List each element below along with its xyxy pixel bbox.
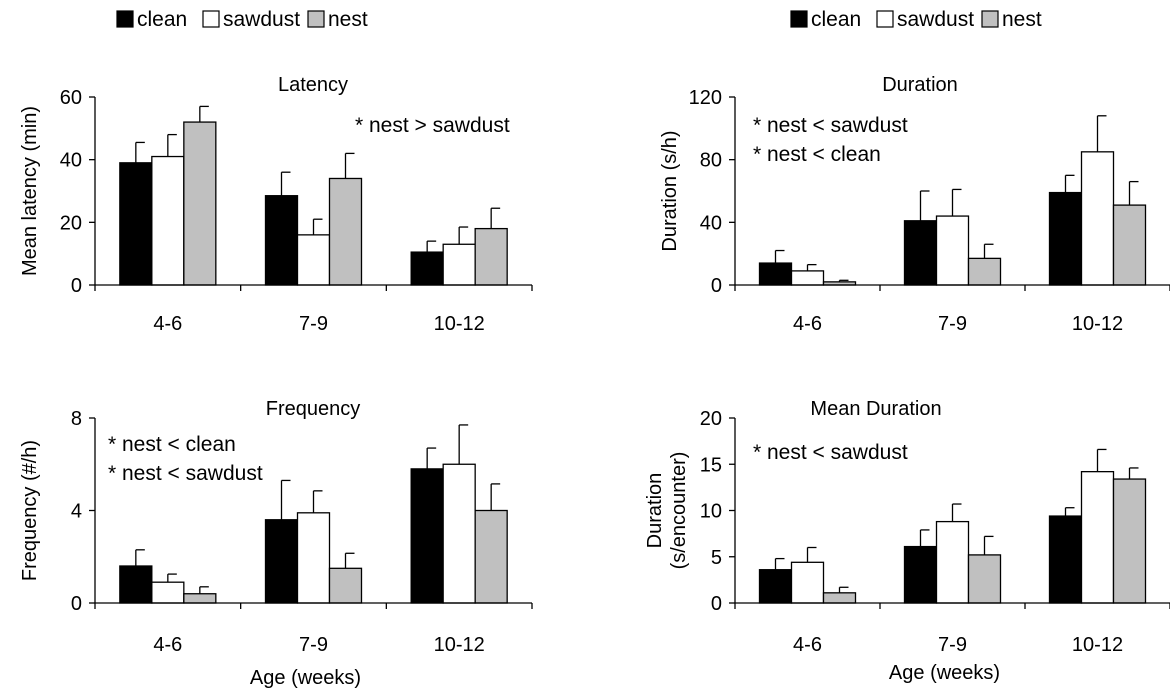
- legend-label-nest: nest: [328, 8, 368, 31]
- x-tick-label: 4-6: [793, 634, 822, 656]
- bar-sawdust-10-12: [442, 463, 476, 604]
- y-axis-label: Mean latency (min): [19, 106, 41, 276]
- chart-title: Frequency: [266, 398, 361, 420]
- bar-clean-7-9: [903, 545, 938, 604]
- annotation: * nest < sawdust: [108, 462, 263, 485]
- bar-sawdust-4-6: [151, 581, 185, 604]
- y-axis-label: Duration (s/h): [659, 130, 681, 251]
- chart-title: Mean Duration: [810, 398, 941, 420]
- legend-label-sawdust: sawdust: [223, 8, 300, 31]
- bar-clean-4-6: [119, 162, 153, 286]
- y-tick-label: 20: [700, 408, 722, 430]
- x-tick-label: 7-9: [938, 634, 967, 656]
- x-tick-label: 4-6: [153, 634, 182, 656]
- y-axis-label-line: (s/encounter): [668, 452, 690, 570]
- annotation: * nest > sawdust: [355, 114, 510, 137]
- y-tick-label: 80: [700, 150, 722, 172]
- bar-sawdust-10-12: [1080, 151, 1115, 286]
- bar-nest-10-12: [474, 509, 508, 604]
- legend-swatch-clean: [116, 10, 134, 28]
- bar-sawdust-10-12: [442, 243, 476, 286]
- y-tick-label: 15: [700, 454, 722, 476]
- annotation: * nest < clean: [108, 433, 236, 456]
- bar-sawdust-4-6: [790, 561, 825, 604]
- legend-swatch-clean: [790, 10, 808, 28]
- y-tick-label: 0: [71, 275, 82, 297]
- bar-sawdust-4-6: [151, 155, 185, 286]
- x-tick-label: 10-12: [434, 313, 485, 335]
- bar-nest-4-6: [183, 593, 217, 604]
- bar-sawdust-7-9: [296, 234, 331, 286]
- y-axis-label-line: Duration: [644, 473, 666, 549]
- y-tick-label: 0: [71, 593, 82, 615]
- panel-mean-duration: Mean Duration * nest < sawdust 0 5 10 15 20 4-6…: [644, 398, 1170, 684]
- legend-label-sawdust: sawdust: [897, 8, 974, 31]
- legend-swatch-sawdust: [202, 10, 220, 28]
- panel-frequency: Frequency * nest < clean * nest < sawdust 0…: [19, 398, 533, 689]
- bar-nest-4-6: [822, 592, 857, 604]
- x-tick-label: 7-9: [299, 634, 328, 656]
- chart-title: Duration: [882, 74, 958, 96]
- bar-clean-10-12: [410, 468, 444, 604]
- bar-clean-4-6: [758, 262, 793, 286]
- bar-sawdust-10-12: [1080, 470, 1115, 604]
- legend-label-clean: clean: [137, 8, 187, 31]
- bar-nest-7-9: [967, 257, 1002, 286]
- annotation: * nest < clean: [753, 143, 881, 166]
- bar-clean-10-12: [1048, 515, 1083, 604]
- legend-swatch-sawdust: [876, 10, 894, 28]
- bar-nest-4-6: [183, 121, 217, 286]
- bar-nest-10-12: [1112, 478, 1147, 604]
- x-tick-label: 10-12: [1072, 634, 1123, 656]
- bar-sawdust-7-9: [296, 512, 331, 604]
- y-tick-label: 8: [71, 408, 82, 430]
- bar-sawdust-4-6: [790, 270, 825, 286]
- bar-clean-10-12: [410, 251, 444, 286]
- legend-top-right: clean sawdust nest: [790, 8, 1042, 31]
- y-tick-label: 40: [60, 150, 82, 172]
- legend-label-nest: nest: [1002, 8, 1042, 31]
- y-tick-label: 0: [711, 275, 722, 297]
- bar-clean-7-9: [264, 195, 299, 286]
- y-tick-label: 120: [689, 87, 722, 109]
- bar-nest-7-9: [328, 177, 363, 286]
- bar-clean-7-9: [903, 220, 938, 286]
- x-axis-label: Age (weeks): [889, 662, 1000, 684]
- x-tick-label: 4-6: [793, 313, 822, 335]
- bar-sawdust-7-9: [935, 215, 970, 286]
- x-tick-label: 4-6: [153, 313, 182, 335]
- bar-nest-7-9: [328, 567, 363, 604]
- y-tick-label: 4: [71, 501, 82, 523]
- legend-top-left: clean sawdust nest: [116, 8, 368, 31]
- y-axis-label: Frequency (#/h): [19, 440, 41, 581]
- legend-swatch-nest: [981, 10, 999, 28]
- y-tick-label: 0: [711, 593, 722, 615]
- bar-clean-10-12: [1048, 191, 1083, 286]
- x-tick-label: 10-12: [434, 634, 485, 656]
- x-tick-label: 7-9: [938, 313, 967, 335]
- legend-swatch-nest: [307, 10, 325, 28]
- panel-duration: Duration * nest < sawdust * nest < clean 0 4…: [659, 74, 1170, 335]
- y-tick-label: 40: [700, 212, 722, 234]
- chart-title: Latency: [278, 74, 348, 96]
- annotation: * nest < sawdust: [753, 441, 908, 464]
- y-tick-label: 60: [60, 87, 82, 109]
- bar-clean-4-6: [758, 569, 793, 604]
- y-tick-label: 10: [700, 501, 722, 523]
- x-tick-label: 10-12: [1072, 313, 1123, 335]
- legend-label-clean: clean: [811, 8, 861, 31]
- bar-clean-4-6: [119, 565, 153, 604]
- y-tick-label: 5: [711, 547, 722, 569]
- x-tick-label: 7-9: [299, 313, 328, 335]
- annotation: * nest < sawdust: [753, 114, 908, 137]
- bar-nest-10-12: [1112, 204, 1147, 286]
- panel-latency: Latency * nest > sawdust 0 20 40 60 4-6 7-9 10-1…: [19, 74, 533, 335]
- bar-sawdust-7-9: [935, 520, 970, 604]
- x-axis-label: Age (weeks): [250, 667, 361, 689]
- bar-nest-7-9: [967, 554, 1002, 604]
- y-tick-label: 20: [60, 212, 82, 234]
- bar-nest-10-12: [474, 227, 508, 286]
- bar-clean-7-9: [264, 519, 299, 604]
